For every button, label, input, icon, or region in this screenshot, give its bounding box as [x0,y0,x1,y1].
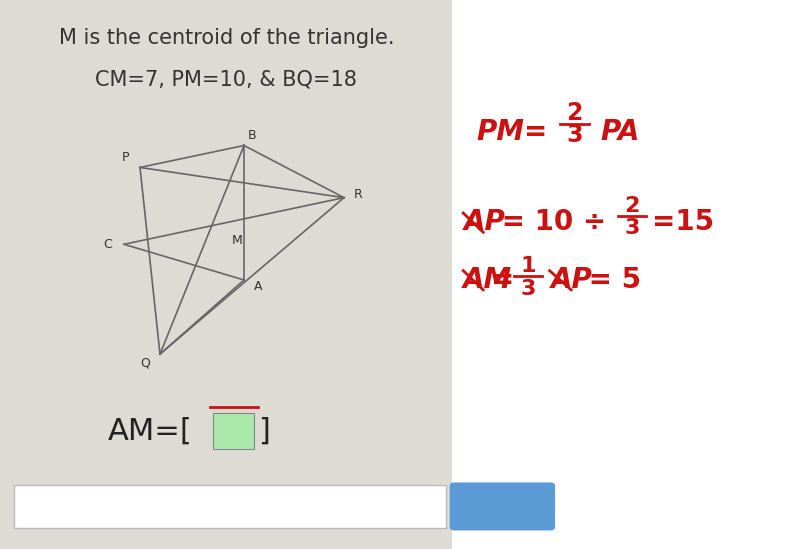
FancyBboxPatch shape [452,0,800,549]
FancyBboxPatch shape [14,485,446,528]
Text: ]: ] [258,417,270,445]
Text: Q: Q [141,356,150,369]
Text: Enter: Enter [482,499,523,514]
Text: 1: 1 [520,256,536,276]
Text: P: P [122,151,130,164]
Text: CM=7, PM=10, & BQ=18: CM=7, PM=10, & BQ=18 [95,70,358,89]
Text: =15: =15 [652,208,714,237]
Text: AM=[: AM=[ [108,417,193,445]
Text: 3: 3 [566,122,582,147]
Text: 5: 5 [222,414,246,447]
Text: M is the centroid of the triangle.: M is the centroid of the triangle. [58,29,394,48]
Text: M: M [231,234,242,247]
Text: PA: PA [600,117,639,146]
FancyBboxPatch shape [0,0,452,549]
Text: AP: AP [550,266,592,294]
Text: = 5: = 5 [579,266,642,294]
FancyBboxPatch shape [213,413,254,449]
Text: A: A [254,280,262,293]
Text: =: = [491,266,514,294]
Text: AM: AM [462,266,511,294]
Text: C: C [104,238,112,251]
Text: 3: 3 [520,279,536,299]
Text: R: R [354,188,362,201]
Text: PM=: PM= [476,117,547,146]
Text: 2: 2 [624,196,640,216]
Text: 3: 3 [624,218,640,238]
Text: = 10 ÷: = 10 ÷ [492,208,606,237]
Text: 2: 2 [566,100,582,125]
FancyBboxPatch shape [450,483,554,530]
Text: B: B [248,129,256,142]
Text: AP: AP [464,208,506,237]
